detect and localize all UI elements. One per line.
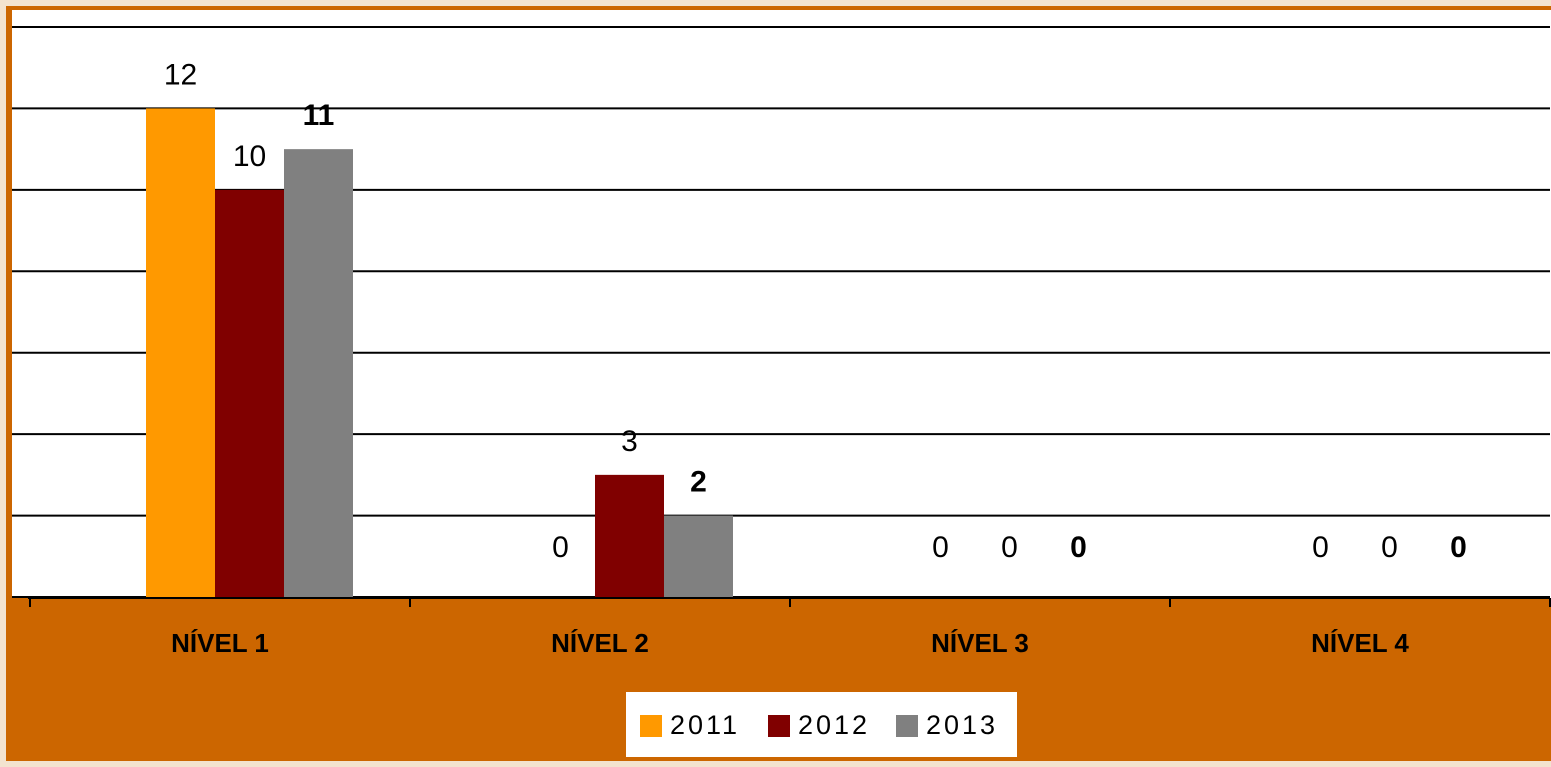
data-label: 0 — [1001, 531, 1018, 564]
data-label: 11 — [303, 99, 335, 132]
bar — [215, 189, 284, 597]
legend-swatch — [640, 715, 662, 737]
data-label: 3 — [621, 425, 638, 458]
data-label: 12 — [164, 58, 197, 91]
data-label: 0 — [932, 531, 949, 564]
legend-label: 2011 — [670, 710, 740, 740]
bar — [284, 149, 353, 597]
data-label: 0 — [552, 531, 569, 564]
data-label: 2 — [690, 465, 707, 498]
bar — [664, 515, 733, 597]
data-label: 0 — [1312, 531, 1329, 564]
x-tick-label: NÍVEL 2 — [551, 628, 649, 658]
x-tick-label: NÍVEL 4 — [1311, 628, 1409, 658]
data-label: 0 — [1450, 531, 1467, 564]
data-label: 0 — [1381, 531, 1398, 564]
x-tick-label: NÍVEL 1 — [171, 628, 269, 658]
data-label: 10 — [233, 140, 266, 173]
legend-label: 2013 — [926, 710, 998, 740]
legend-label: 2012 — [798, 710, 870, 740]
bar — [595, 474, 664, 597]
legend-box — [626, 692, 1017, 757]
x-tick-label: NÍVEL 3 — [931, 628, 1029, 658]
legend-swatch — [896, 715, 918, 737]
data-label: 0 — [1070, 531, 1087, 564]
legend-swatch — [768, 715, 790, 737]
bar — [146, 108, 215, 597]
